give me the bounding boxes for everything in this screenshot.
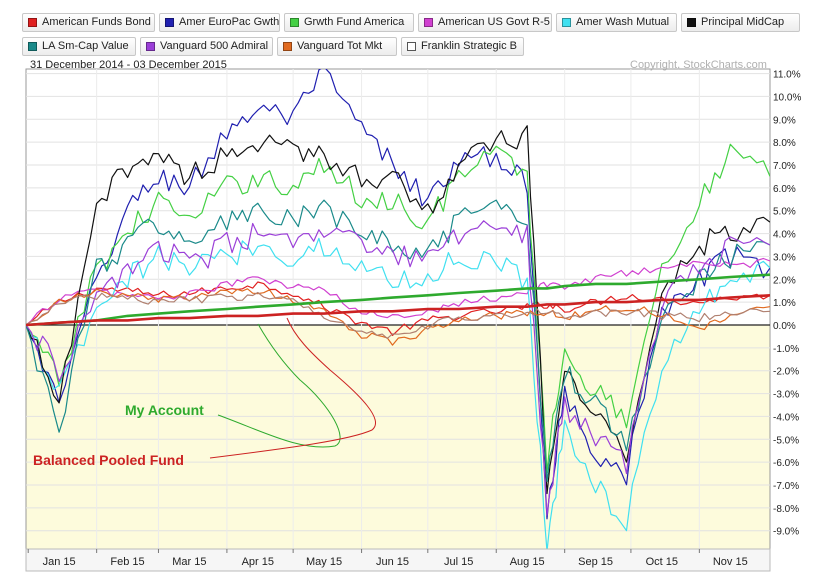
y-tick-label: 7.0% bbox=[773, 161, 796, 172]
x-tick-label: Jun 15 bbox=[376, 556, 409, 568]
legend-swatch bbox=[290, 18, 299, 27]
y-tick-label: 9.0% bbox=[773, 115, 796, 126]
x-axis-band bbox=[25, 548, 771, 572]
series-line-la-sm-cap-value bbox=[26, 199, 770, 482]
copyright-label: Copyright, StockCharts.com bbox=[630, 59, 767, 71]
legend-item[interactable]: LA Sm-Cap Value bbox=[22, 37, 136, 56]
x-tick-label: Aug 15 bbox=[510, 556, 545, 568]
my-account-pointer bbox=[217, 323, 341, 448]
series-line-amer-europac-gwth bbox=[26, 69, 770, 520]
y-tick-label: -6.0% bbox=[773, 458, 799, 469]
legend-swatch bbox=[562, 18, 571, 27]
series-line-my-account bbox=[26, 273, 770, 327]
y-tick-label: 0.0% bbox=[773, 321, 796, 332]
legend-item[interactable]: American US Govt R-5 bbox=[418, 13, 552, 32]
y-tick-label: -8.0% bbox=[773, 504, 799, 515]
legend-swatch bbox=[165, 18, 174, 27]
legend-swatch bbox=[146, 42, 155, 51]
balanced-fund-pointer bbox=[209, 317, 376, 459]
legend-label: Franklin Strategic B bbox=[421, 40, 517, 52]
y-tick-label: 5.0% bbox=[773, 207, 796, 218]
legend-label: Vanguard 500 Admiral bbox=[160, 40, 269, 52]
x-tick-label: May 15 bbox=[306, 556, 342, 568]
y-tick-label: -5.0% bbox=[773, 435, 799, 446]
legend-label: Grwth Fund America bbox=[304, 16, 405, 28]
x-tick-label: Jan 15 bbox=[43, 556, 76, 568]
x-tick-label: Nov 15 bbox=[713, 556, 748, 568]
y-tick-label: 11.0% bbox=[773, 70, 801, 81]
y-tick-label: 3.0% bbox=[773, 252, 796, 263]
legend-swatch bbox=[424, 18, 433, 27]
legend-label: Principal MidCap bbox=[701, 16, 785, 28]
legend-label: LA Sm-Cap Value bbox=[42, 40, 129, 52]
legend-label: Amer Wash Mutual bbox=[576, 16, 670, 28]
series-line-vanguard-500-admiral bbox=[26, 220, 770, 516]
legend-item[interactable]: Grwth Fund America bbox=[284, 13, 414, 32]
y-tick-label: -1.0% bbox=[773, 344, 799, 355]
x-tick-label: Oct 15 bbox=[646, 556, 678, 568]
legend-item[interactable]: Vanguard Tot Mkt bbox=[277, 37, 397, 56]
legend-item[interactable]: Franklin Strategic B bbox=[401, 37, 524, 56]
series-line-amer-wash-mutual bbox=[26, 237, 770, 549]
legend-label: Vanguard Tot Mkt bbox=[297, 40, 383, 52]
series-line-franklin-strategic-b bbox=[26, 291, 770, 339]
date-range-label: 31 December 2014 - 03 December 2015 bbox=[30, 59, 227, 71]
legend-item[interactable]: Amer EuroPac Gwth bbox=[159, 13, 280, 32]
x-tick-label: Sep 15 bbox=[578, 556, 613, 568]
annotation-my-account: My Account bbox=[125, 402, 204, 418]
series-line-american-funds-bond bbox=[26, 281, 770, 336]
series-line-vanguard-tot-mkt bbox=[26, 288, 770, 346]
legend-swatch bbox=[687, 18, 696, 27]
legend-swatch bbox=[407, 42, 416, 51]
x-tick-label: Feb 15 bbox=[110, 556, 144, 568]
legend-swatch bbox=[28, 42, 37, 51]
x-tick-label: Jul 15 bbox=[444, 556, 473, 568]
legend-label: American US Govt R-5 bbox=[438, 16, 550, 28]
negative-region bbox=[26, 325, 770, 549]
y-tick-label: -2.0% bbox=[773, 367, 799, 378]
legend-item[interactable]: Principal MidCap bbox=[681, 13, 800, 32]
y-tick-label: 1.0% bbox=[773, 298, 796, 309]
legend-label: Amer EuroPac Gwth bbox=[179, 16, 280, 28]
series-line-balanced-pooled-fund bbox=[26, 294, 770, 327]
legend-item[interactable]: Vanguard 500 Admiral bbox=[140, 37, 273, 56]
y-tick-label: -7.0% bbox=[773, 481, 799, 492]
legend: American Funds Bond Amer EuroPac Gwth Grwt… bbox=[22, 8, 812, 60]
annotation-balanced-pooled-fund: Balanced Pooled Fund bbox=[33, 452, 184, 468]
legend-swatch bbox=[28, 18, 37, 27]
y-tick-label: -4.0% bbox=[773, 412, 799, 423]
series-line-grwth-fund-america bbox=[26, 143, 770, 474]
y-tick-label: 2.0% bbox=[773, 275, 796, 286]
y-tick-label: 6.0% bbox=[773, 184, 796, 195]
legend-swatch bbox=[283, 42, 292, 51]
y-tick-label: 4.0% bbox=[773, 230, 796, 241]
y-tick-label: 10.0% bbox=[773, 92, 801, 103]
legend-item[interactable]: American Funds Bond bbox=[22, 13, 155, 32]
y-tick-label: -9.0% bbox=[773, 527, 799, 538]
y-tick-label: -3.0% bbox=[773, 390, 799, 401]
y-tick-label: 8.0% bbox=[773, 138, 796, 149]
x-tick-label: Mar 15 bbox=[172, 556, 206, 568]
x-tick-label: Apr 15 bbox=[242, 556, 274, 568]
legend-label: American Funds Bond bbox=[42, 16, 151, 28]
legend-item[interactable]: Amer Wash Mutual bbox=[556, 13, 677, 32]
